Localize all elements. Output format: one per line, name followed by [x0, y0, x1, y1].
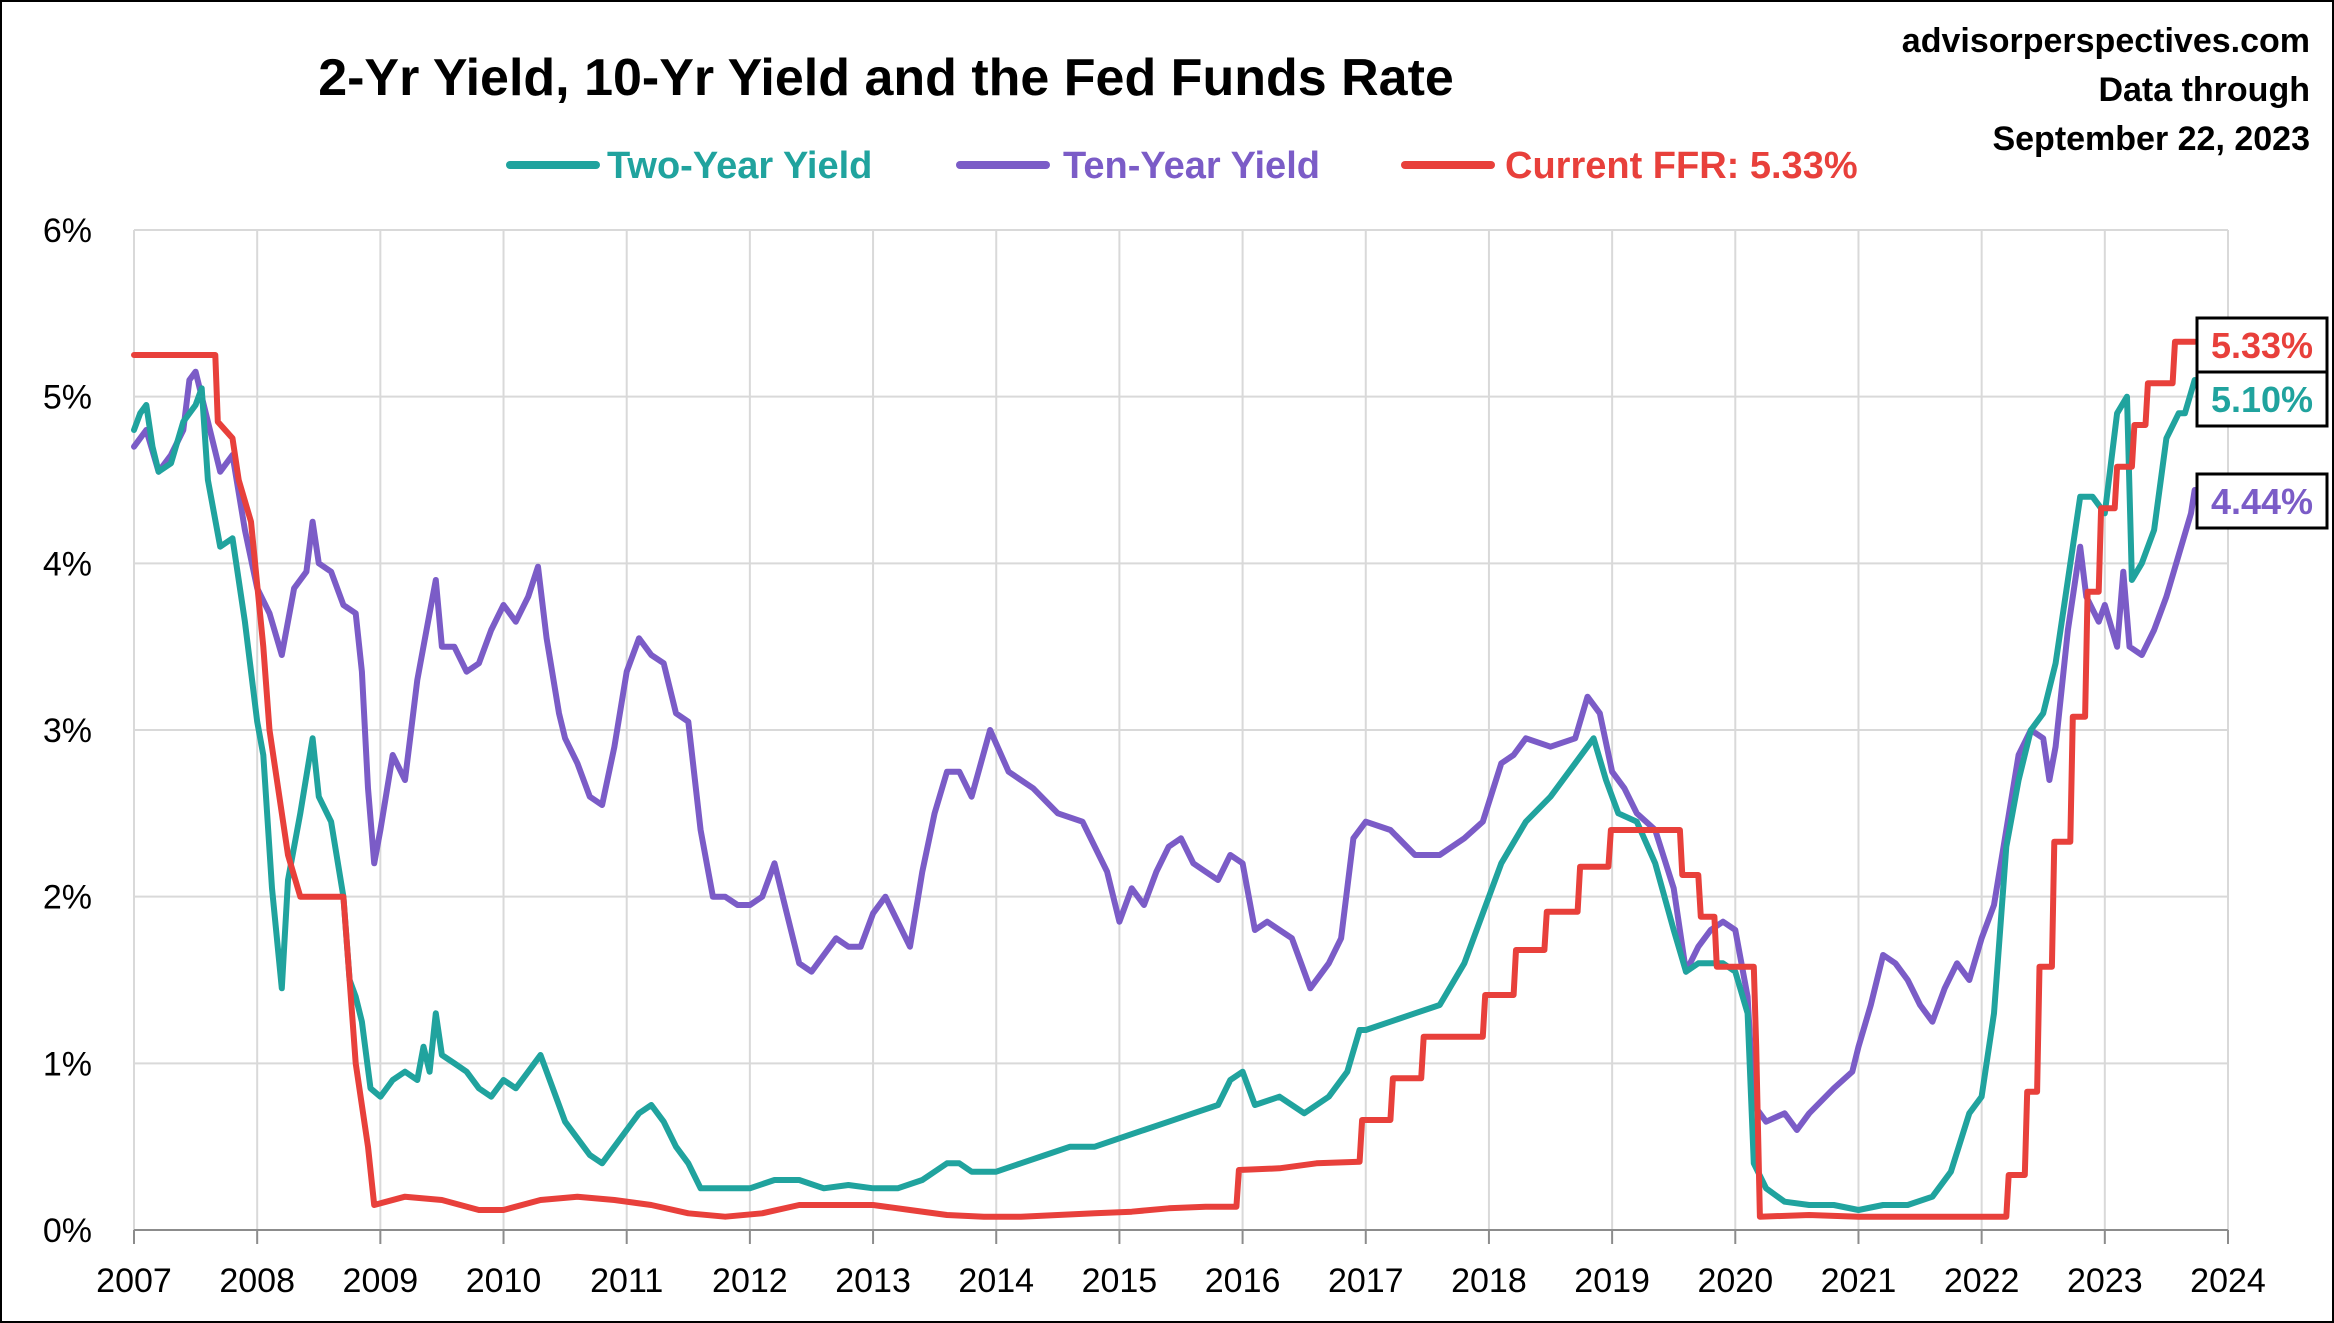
x-tick-label: 2023: [2067, 1262, 2143, 1300]
legend-label: Two-Year Yield: [607, 145, 872, 187]
chart-title: 2-Yr Yield, 10-Yr Yield and the Fed Fund…: [318, 49, 1454, 107]
x-tick-label: 2019: [1574, 1262, 1650, 1300]
source-note: advisorperspectives.com Data through Sep…: [1902, 22, 2310, 158]
y-tick-label: 6%: [43, 212, 92, 250]
x-tick-label: 2022: [1944, 1262, 2020, 1300]
series-lines: [131, 338, 2198, 1220]
x-tick-label: 2020: [1697, 1262, 1773, 1300]
series-line-2: [131, 338, 2198, 1220]
source-data-through: Data through: [2098, 71, 2310, 109]
x-tick-label: 2011: [590, 1262, 663, 1300]
legend-label: Ten-Year Yield: [1063, 145, 1320, 187]
end-label-box: [2195, 370, 2329, 428]
x-tick-label: 2012: [712, 1262, 788, 1300]
x-tick-label: 2009: [343, 1262, 419, 1300]
x-tick-labels: 2007 2008 2009 2010 2011 2012 2013 2014 2015 2016…: [96, 1262, 2266, 1300]
y-tick-label: 2%: [43, 879, 92, 917]
grid-lines: [133, 229, 2229, 1244]
legend: Two-Year Yield Ten-Year Yield Current FFR:…: [506, 145, 1858, 187]
end-value-label: 5.10%: [2211, 379, 2313, 420]
x-tick-label: 2021: [1821, 1262, 1897, 1300]
y-tick-labels: 0% 1% 2% 3% 4% 5% 6%: [43, 212, 92, 1250]
y-tick-label: 4%: [43, 545, 92, 583]
x-tick-label: 2007: [96, 1262, 172, 1300]
series-line-0: [131, 377, 2198, 1213]
x-tick-label: 2014: [958, 1262, 1034, 1300]
x-tick-label: 2008: [219, 1262, 295, 1300]
x-tick-label: 2024: [2190, 1262, 2266, 1300]
series-line-1: [131, 368, 2198, 1133]
x-tick-label: 2013: [835, 1262, 911, 1300]
y-tick-label: 1%: [43, 1045, 92, 1083]
x-tick-label: 2017: [1328, 1262, 1404, 1300]
end-label-box: [2195, 316, 2329, 374]
x-tick-label: 2015: [1082, 1262, 1158, 1300]
end-label-box: [2195, 472, 2329, 530]
x-tick-label: 2016: [1205, 1262, 1281, 1300]
source-date: September 22, 2023: [1992, 120, 2310, 158]
x-tick-label: 2010: [466, 1262, 542, 1300]
end-value-label: 5.33%: [2211, 325, 2313, 366]
y-tick-label: 0%: [43, 1212, 92, 1250]
y-tick-label: 5%: [43, 379, 92, 417]
y-tick-label: 3%: [43, 712, 92, 750]
x-tick-label: 2018: [1451, 1262, 1527, 1300]
source-site: advisorperspectives.com: [1902, 22, 2310, 60]
end-value-labels: 5.33% 5.10% 4.44%: [2195, 316, 2329, 530]
legend-label: Current FFR: 5.33%: [1505, 145, 1858, 187]
end-value-label: 4.44%: [2211, 481, 2313, 522]
